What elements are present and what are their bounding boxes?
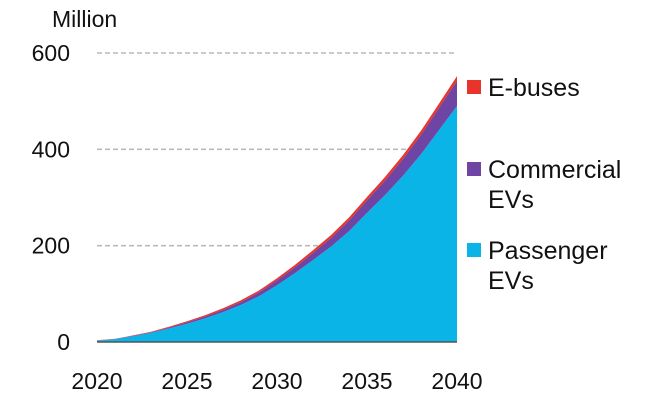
x-tick-label-2025: 2025 [161,368,212,394]
x-tick-label-2040: 2040 [431,368,482,394]
legend-label: EVs [488,267,534,295]
stacked-areas [97,76,457,342]
legend-swatch-passenger-evs [467,243,481,257]
y-tick-label-600: 600 [32,40,70,66]
area-passenger-evs [97,106,457,342]
y-unit-label: Million [52,6,117,32]
legend-label: E-buses [488,74,580,102]
y-tick-labels: 0 200 400 600 [32,40,70,355]
x-tick-labels: 2020 2025 2030 2035 2040 [71,368,482,394]
legend-label: Commercial [488,156,621,184]
legend-item-e-buses: E-buses [467,74,580,102]
legend-label: EVs [488,186,534,214]
y-tick-label-0: 0 [57,329,70,355]
legend-label: Passenger [488,237,608,265]
y-tick-label-200: 200 [32,233,70,259]
x-tick-label-2035: 2035 [341,368,392,394]
y-tick-label-400: 400 [32,136,70,162]
x-tick-label-2020: 2020 [71,368,122,394]
x-tick-label-2030: 2030 [251,368,302,394]
legend-swatch-e-buses [467,80,481,94]
legend-swatch-commercial-evs [467,162,481,176]
